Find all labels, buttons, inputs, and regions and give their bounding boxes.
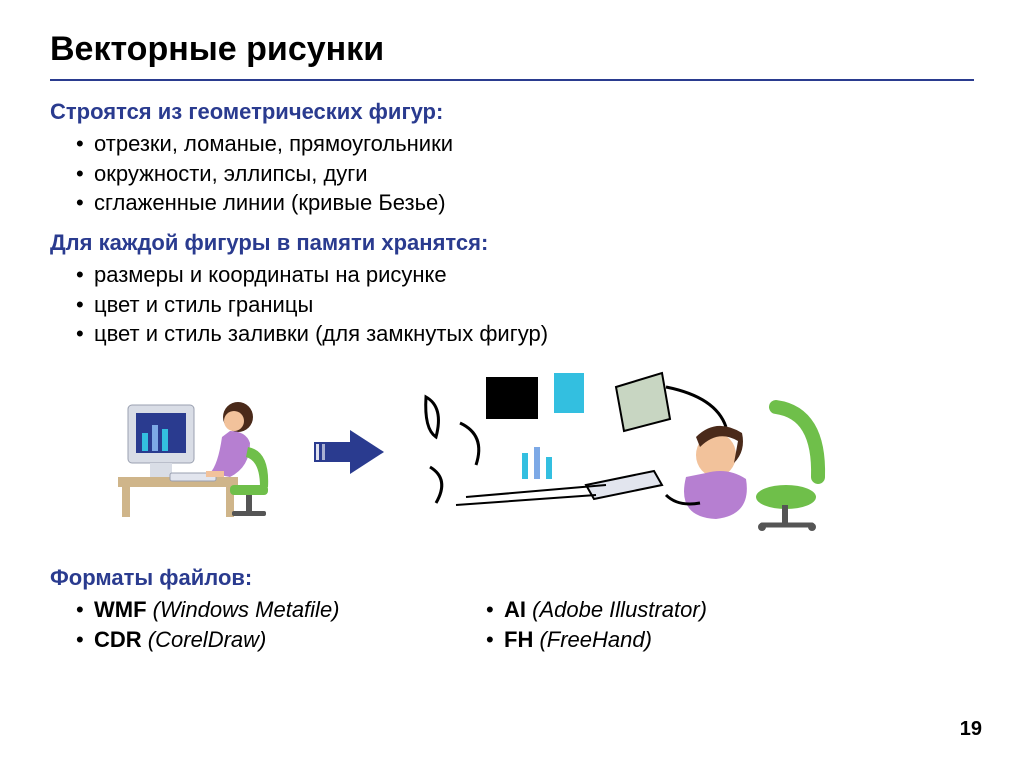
arrow-right-icon	[308, 422, 388, 482]
formats-left-list: WMF (Windows Metafile) CDR (CorelDraw)	[76, 595, 370, 654]
list-item: отрезки, ломаные, прямоугольники	[76, 129, 974, 159]
format-abbr: WMF	[94, 597, 147, 622]
clipart-exploded-vector-icon	[416, 367, 876, 537]
formats-right-list: AI (Adobe Illustrator) FH (FreeHand)	[486, 595, 780, 654]
list-item: FH (FreeHand)	[486, 625, 780, 655]
list-item: сглаженные линии (кривые Безье)	[76, 188, 974, 218]
format-full: (Windows Metafile)	[153, 597, 340, 622]
formats-row: Форматы файлов: WMF (Windows Metafile) C…	[50, 559, 974, 666]
format-abbr: FH	[504, 627, 533, 652]
list-item: окружности, эллипсы, дуги	[76, 159, 974, 189]
list-item: размеры и координаты на рисунке	[76, 260, 974, 290]
page-number: 19	[960, 718, 982, 741]
illustration-row	[110, 367, 974, 537]
slide-title: Векторные рисунки	[50, 30, 974, 69]
title-rule	[50, 79, 974, 81]
list-item: цвет и стиль заливки (для замкнутых фигу…	[76, 319, 974, 349]
section2-list: размеры и координаты на рисунке цвет и с…	[76, 260, 974, 349]
format-abbr: CDR	[94, 627, 142, 652]
format-full: (CorelDraw)	[148, 627, 267, 652]
format-full: (Adobe Illustrator)	[532, 597, 707, 622]
list-item: цвет и стиль границы	[76, 290, 974, 320]
clipart-person-computer-icon	[110, 377, 280, 527]
list-item: CDR (CorelDraw)	[76, 625, 370, 655]
format-abbr: AI	[504, 597, 526, 622]
list-item: WMF (Windows Metafile)	[76, 595, 370, 625]
section2-heading: Для каждой фигуры в памяти хранятся:	[50, 230, 974, 256]
section3-heading: Форматы файлов:	[50, 565, 370, 591]
section1-list: отрезки, ломаные, прямоугольники окружно…	[76, 129, 974, 218]
list-item: AI (Adobe Illustrator)	[486, 595, 780, 625]
section1-heading: Строятся из геометрических фигур:	[50, 99, 974, 125]
format-full: (FreeHand)	[539, 627, 651, 652]
